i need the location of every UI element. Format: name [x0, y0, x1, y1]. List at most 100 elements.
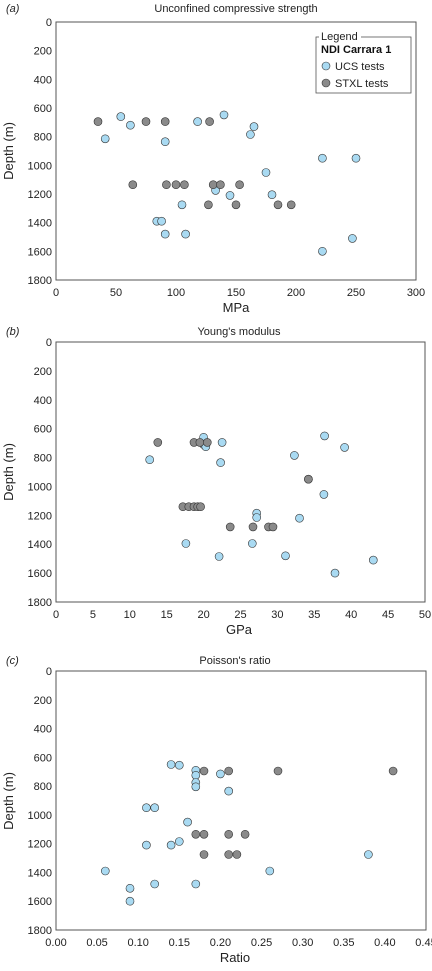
stxl-point	[199, 850, 209, 859]
x-tick-label: 0.25	[251, 937, 272, 949]
y-axis-label: Depth (m)	[1, 443, 16, 501]
ucs-point	[340, 443, 349, 452]
stxl-point	[160, 117, 170, 126]
panel-label: (c)	[6, 655, 19, 667]
x-axis-label: GPa	[226, 622, 253, 637]
ucs-point	[216, 458, 225, 467]
legend-title: Legend	[321, 31, 358, 43]
y-tick-labels: 0 200 400 600 800 1000 1200 1400 1600 1800	[28, 666, 52, 937]
ucs-point	[252, 513, 262, 522]
ucs-point	[177, 200, 187, 210]
legend-box	[315, 36, 412, 94]
y-tick-label: 400	[34, 395, 52, 407]
ucs-point	[265, 866, 275, 876]
ucs-point	[351, 153, 361, 163]
x-tick-label: 300	[407, 287, 425, 299]
legend-stxl-marker	[321, 78, 331, 88]
x-tick-label: 0.40	[374, 937, 395, 949]
y-tick-label: 1000	[28, 810, 52, 822]
y-tick-label: 200	[34, 695, 52, 707]
x-axis-label: Ratio	[220, 950, 250, 965]
x-tick-label: 0.05	[86, 937, 107, 949]
y-tick-label: 1600	[28, 896, 52, 908]
stxl-point	[128, 180, 138, 189]
ucs-point	[214, 552, 224, 561]
ucs-point	[225, 191, 235, 200]
x-tick-label: 30	[271, 609, 283, 621]
y-tick-labels: 0 200 400 600 800 1000 1200 1400 1600 1800	[28, 337, 52, 609]
panel-poissons-ratio: (c) Poisson's ratio 0 200 400 600 800 1000 120…	[1, 655, 432, 965]
x-tick-label: 0.00	[45, 937, 66, 949]
ucs-point	[216, 769, 225, 779]
ucs-point	[160, 229, 170, 239]
ucs-point	[295, 513, 304, 523]
y-axis-label: Depth (m)	[1, 772, 16, 830]
stxl-point	[268, 522, 278, 532]
x-tick-label: 20	[197, 609, 209, 621]
y-tick-label: 1400	[28, 539, 52, 551]
ucs-point	[125, 896, 135, 906]
stxl-point	[196, 502, 205, 512]
stxl-point	[224, 829, 233, 839]
stxl-point	[304, 474, 313, 484]
stxl-point	[205, 117, 214, 126]
ucs-point	[281, 551, 290, 561]
y-tick-label: 600	[34, 752, 52, 764]
x-tick-label: 0.35	[333, 937, 354, 949]
x-tick-label: 40	[345, 609, 357, 621]
ucs-point	[101, 866, 110, 876]
panel-label: (b)	[6, 326, 20, 338]
ucs-point	[150, 803, 159, 813]
ucs-point	[267, 190, 277, 199]
y-tick-label: 800	[34, 781, 52, 793]
y-tick-label: 1200	[28, 839, 52, 851]
stxl-point	[224, 850, 233, 859]
y-tick-label: 1600	[28, 568, 52, 580]
y-tick-label: 1400	[28, 867, 52, 879]
y-tick-label: 200	[34, 46, 52, 58]
y-tick-label: 1800	[28, 275, 52, 287]
ucs-point	[142, 840, 151, 850]
x-tick-label: 45	[382, 609, 394, 621]
stxl-point	[286, 200, 296, 210]
ucs-point	[318, 247, 327, 256]
ucs-point	[193, 117, 202, 126]
ucs-point	[290, 451, 299, 460]
ucs-point	[368, 555, 378, 565]
stxl-point	[191, 829, 201, 839]
stxl-point	[180, 180, 189, 189]
stxl-point	[225, 522, 235, 532]
ucs-point	[166, 840, 176, 850]
ucs-point	[175, 837, 184, 846]
stxl-point	[171, 180, 181, 189]
ucs-point	[319, 490, 329, 499]
stxl-point	[240, 829, 250, 839]
x-tick-label: 10	[124, 609, 136, 621]
stxl-point	[195, 438, 205, 447]
ucs-point	[191, 879, 201, 889]
ucs-point	[219, 110, 229, 120]
x-tick-labels: 0.00 0.05 0.10 0.15 0.20 0.25 0.30 0.35 0.40 0.45	[45, 937, 432, 949]
x-tick-label: 0.45	[415, 937, 432, 949]
ucs-point	[364, 850, 373, 859]
ucs-point	[150, 879, 159, 889]
legend-ucs-marker	[321, 61, 331, 71]
x-tick-label: 250	[347, 287, 365, 299]
stxl-point	[199, 766, 209, 776]
x-tick-label: 35	[308, 609, 320, 621]
x-tick-label: 150	[227, 287, 245, 299]
stxl-point	[273, 200, 283, 210]
stxl-point	[162, 180, 171, 189]
x-tick-label: 0	[53, 609, 59, 621]
chart-title: Young's modulus	[197, 326, 281, 338]
x-tick-label: 0	[53, 287, 59, 299]
legend-title-bg	[319, 30, 361, 42]
y-tick-label: 800	[34, 453, 52, 465]
ucs-point	[181, 539, 191, 548]
stxl-point	[273, 766, 283, 776]
x-tick-label: 0.15	[169, 937, 190, 949]
y-tick-label: 400	[34, 724, 52, 736]
ucs-point	[166, 760, 176, 769]
y-tick-label: 1600	[28, 246, 52, 258]
